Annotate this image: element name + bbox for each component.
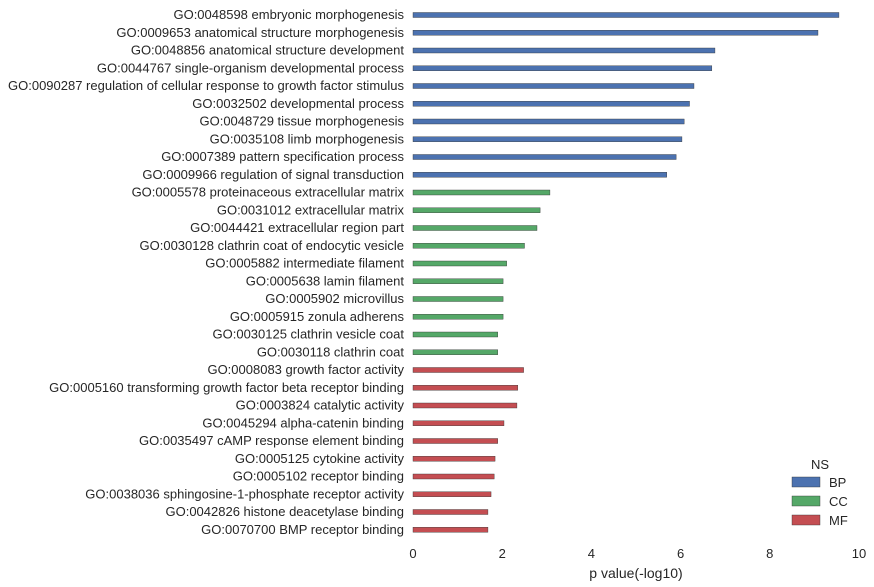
category-label: GO:0005638 lamin filament <box>246 273 405 288</box>
legend: NS BP CC MF <box>791 457 848 528</box>
bar-cc <box>412 331 498 338</box>
bar-cc <box>412 189 551 196</box>
category-label: GO:0009653 anatomical structure morphoge… <box>116 25 404 40</box>
category-label: GO:0005915 zonula adherens <box>230 309 405 324</box>
category-label: GO:0005102 receptor binding <box>233 469 404 484</box>
category-label: GO:0003824 catalytic activity <box>236 398 405 413</box>
category-label: GO:0048729 tissue morphogenesis <box>199 114 404 129</box>
x-tick-label: 6 <box>677 546 684 561</box>
bar-bp <box>412 101 690 107</box>
x-axis: 0 2 4 6 8 10 p value(-log10) <box>409 546 866 581</box>
bar-cc <box>412 349 498 355</box>
category-labels: GO:0048598 embryonic morphogenesis GO:000… <box>8 7 405 537</box>
bar-mf <box>412 456 496 462</box>
bar-mf <box>412 385 519 391</box>
category-label: GO:0005160 transforming growth factor be… <box>49 380 404 395</box>
category-label: GO:0035497 cAMP response element binding <box>139 433 404 448</box>
bar-bp <box>412 154 677 160</box>
bars <box>412 12 840 533</box>
category-label: GO:0042826 histone deacetylase binding <box>165 504 404 519</box>
x-tick-labels: 0 2 4 6 8 10 <box>409 546 866 561</box>
x-tick-label: 10 <box>852 546 866 561</box>
category-label: GO:0005882 intermediate filament <box>205 256 404 271</box>
category-label: GO:0038036 sphingosine-1-phosphate recep… <box>85 486 404 501</box>
category-label: GO:0044421 extracellular region part <box>190 220 404 235</box>
category-label: GO:0009966 regulation of signal transduc… <box>142 167 404 182</box>
category-label: GO:0031012 extracellular matrix <box>217 202 405 217</box>
bar-mf <box>412 509 489 515</box>
category-label: GO:0007389 pattern specification process <box>161 149 404 164</box>
category-label: GO:0030125 clathrin vesicle coat <box>213 327 405 342</box>
category-label: GO:0005578 proteinaceous extracellular m… <box>132 185 405 200</box>
bar-mf <box>412 527 489 533</box>
x-tick-label: 0 <box>409 546 416 561</box>
bar-bp <box>412 65 713 71</box>
x-tick-label: 4 <box>588 546 595 561</box>
category-label: GO:0045294 alpha-catenin binding <box>202 415 404 430</box>
legend-label-bp: BP <box>829 475 846 490</box>
bar-cc <box>412 314 504 320</box>
category-label: GO:0035108 limb morphogenesis <box>210 131 405 146</box>
category-label: GO:0005902 microvillus <box>265 291 404 306</box>
legend-swatch-mf <box>791 514 821 526</box>
bar-bp <box>412 30 819 36</box>
category-label: GO:0030118 clathrin coat <box>257 344 405 359</box>
bar-mf <box>412 491 492 497</box>
bar-mf <box>412 402 518 409</box>
bar-bp <box>412 172 667 178</box>
category-label: GO:0032502 developmental process <box>192 96 404 111</box>
bar-bp <box>412 118 685 125</box>
legend-swatch-cc <box>791 495 821 507</box>
category-label: GO:0048598 embryonic morphogenesis <box>173 7 404 22</box>
category-label: GO:0030128 clathrin coat of endocytic ve… <box>140 238 404 253</box>
legend-label-cc: CC <box>829 494 848 509</box>
category-label: GO:0090287 regulation of cellular respon… <box>8 78 404 93</box>
x-axis-label: p value(-log10) <box>589 565 682 581</box>
bar-cc <box>412 225 538 231</box>
bar-bp <box>412 83 695 89</box>
bar-mf <box>412 367 524 373</box>
bar-mf <box>412 420 505 426</box>
legend-swatch-bp <box>791 476 821 488</box>
bar-cc <box>412 278 504 284</box>
bar-mf <box>412 438 498 444</box>
category-label: GO:0070700 BMP receptor binding <box>201 522 404 537</box>
category-label: GO:0005125 cytokine activity <box>235 451 405 466</box>
legend-entries: BP CC MF <box>791 475 848 528</box>
legend-label-mf: MF <box>829 513 848 528</box>
x-tick-label: 8 <box>766 546 773 561</box>
bar-bp <box>412 12 840 18</box>
bar-cc <box>412 296 504 302</box>
bar-cc <box>412 207 541 213</box>
bar-cc <box>412 260 507 267</box>
bar-mf <box>412 473 495 480</box>
bar-cc <box>412 243 525 249</box>
category-label: GO:0008083 growth factor activity <box>207 362 404 377</box>
x-tick-label: 2 <box>499 546 506 561</box>
category-label: GO:0044767 single-organism developmental… <box>97 60 405 75</box>
bar-bp <box>412 47 716 54</box>
category-label: GO:0048856 anatomical structure developm… <box>131 43 405 58</box>
legend-title: NS <box>811 457 829 472</box>
bar-bp <box>412 136 683 142</box>
